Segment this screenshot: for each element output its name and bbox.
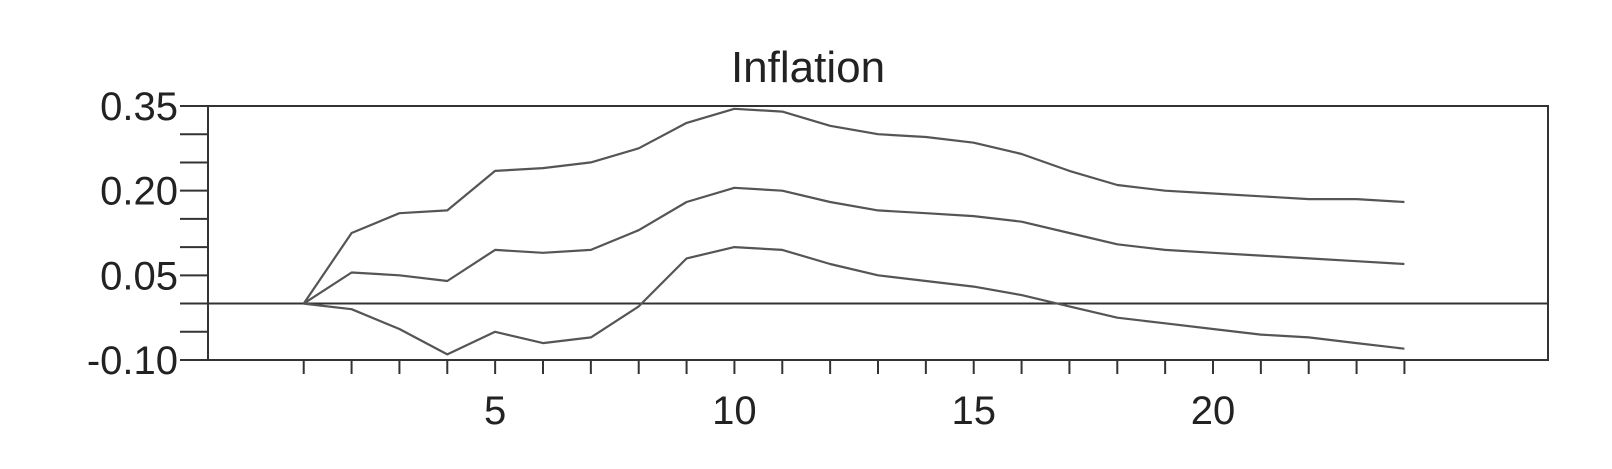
series-layer (302, 107, 1405, 356)
x-tick-label: 20 (1191, 389, 1236, 433)
lower-band-line (303, 246, 1405, 356)
upper-band-line (302, 107, 1405, 305)
x-tick-label: 15 (951, 389, 996, 433)
y-tick-label: -0.10 (87, 339, 178, 383)
impulse-response-line (303, 186, 1405, 305)
chart-title: Inflation (731, 43, 885, 92)
y-tick-label: 0.35 (100, 85, 178, 129)
plot-frame (207, 105, 1549, 361)
x-tick-label: 5 (484, 389, 506, 433)
tick-labels: 0.35 0.20 0.05 -0.10 5 10 15 20 (87, 85, 1235, 433)
y-tick-label: 0.05 (100, 254, 178, 298)
y-tick-label: 0.20 (100, 170, 178, 214)
axes (180, 105, 1549, 374)
x-tick-label: 10 (712, 389, 757, 433)
